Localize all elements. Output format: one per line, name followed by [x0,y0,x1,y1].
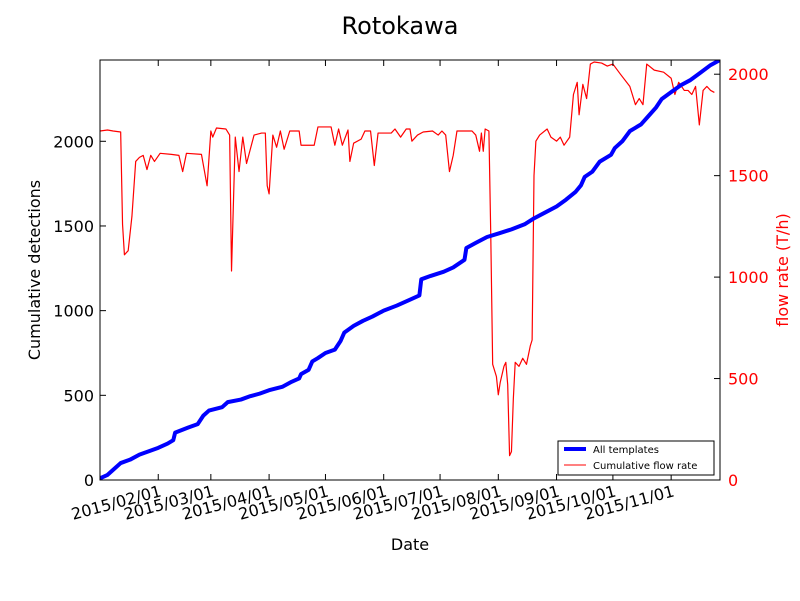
y-tick-label: 1000 [53,302,94,321]
y-tick-label: 2000 [53,132,94,151]
y2-tick-label: 1000 [728,268,769,287]
plot-frame [99,59,721,481]
legend-label-flow-rate: Cumulative flow rate [593,461,697,472]
y-axis-left: 0 500 1000 1500 2000 [53,132,106,490]
legend-box [557,440,715,476]
y2-tick-label: 500 [728,370,759,389]
legend-label-all-templates: All templates [593,445,659,456]
y-axis-right: 0 500 1000 1500 2000 [714,65,769,490]
y-tick-label: 500 [63,386,94,405]
y-tick-label: 0 [84,471,94,490]
x-axis-label: Date [391,535,429,554]
chart-title: Rotokawa [342,12,459,40]
y2-axis-label: flow rate (T/h) [773,213,792,326]
y2-tick-label: 1500 [728,167,769,186]
y-tick-label: 1500 [53,217,94,236]
y2-tick-label: 0 [728,471,738,490]
series-line-all-templates [100,60,720,480]
y2-tick-label: 2000 [728,65,769,84]
series-line-flow-rate [100,61,715,457]
y-axis-label: Cumulative detections [25,180,44,360]
legend: All templates Cumulative flow rate [557,440,715,476]
plot-area [100,60,720,480]
